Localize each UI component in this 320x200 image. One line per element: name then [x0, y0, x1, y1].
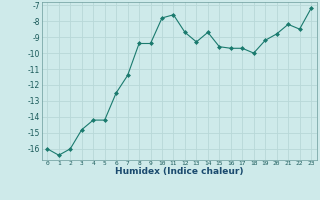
X-axis label: Humidex (Indice chaleur): Humidex (Indice chaleur) [115, 167, 244, 176]
